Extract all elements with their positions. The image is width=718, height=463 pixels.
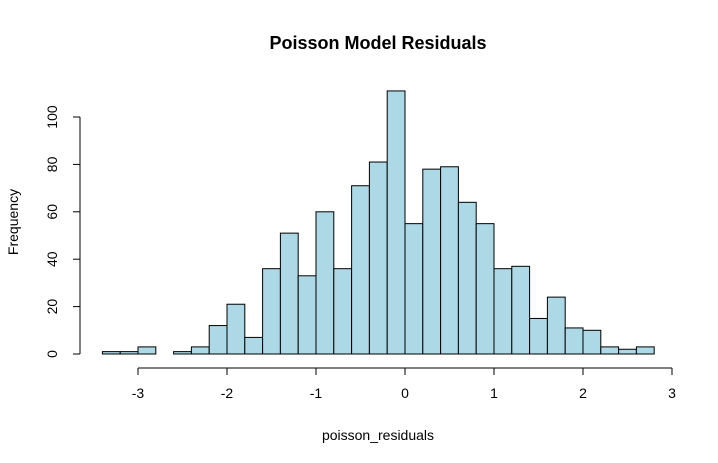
x-axis-label: poisson_residuals: [322, 427, 434, 443]
y-tick-label: 40: [44, 251, 60, 267]
histogram-bar: [226, 303, 246, 355]
bars-group: [101, 90, 655, 355]
histogram-bar: [173, 351, 192, 355]
chart-title: Poisson Model Residuals: [269, 33, 486, 53]
x-tick-label: 2: [579, 385, 587, 401]
y-tick-label: 20: [44, 299, 60, 315]
histogram-bar: [208, 325, 228, 355]
histogram-bar: [475, 223, 495, 355]
y-axis: 0 20 40 60 80 100: [44, 105, 81, 358]
histogram-bar: [618, 348, 637, 355]
x-axis: -3 -2 -1 0 1 2 3: [132, 367, 676, 401]
histogram-bar: [600, 346, 620, 355]
histogram-bar: [493, 268, 513, 355]
histogram-bar: [333, 268, 353, 355]
x-tick-label: -1: [310, 385, 323, 401]
y-tick-label: 100: [44, 105, 60, 129]
histogram-bar: [404, 223, 424, 355]
histogram-bar: [101, 351, 121, 355]
histogram-bar: [137, 346, 157, 355]
histogram-bar: [315, 211, 335, 355]
histogram-bar: [279, 232, 299, 355]
histogram-bar: [244, 336, 264, 355]
histogram-bar: [297, 275, 317, 355]
histogram-bar: [529, 317, 548, 355]
histogram-bar: [511, 265, 531, 355]
y-tick-label: 0: [44, 350, 60, 358]
x-tick-label: 3: [668, 385, 676, 401]
histogram-bar: [351, 185, 370, 355]
x-tick-label: 1: [490, 385, 498, 401]
histogram-bar: [386, 90, 406, 355]
histogram-bar: [119, 351, 139, 355]
histogram-bar: [457, 201, 477, 355]
histogram-bar: [635, 346, 655, 355]
y-tick-label: 60: [44, 204, 60, 220]
histogram-bar: [422, 168, 442, 355]
histogram-bar: [190, 346, 210, 355]
histogram-bar: [546, 296, 566, 355]
histogram-bar: [262, 268, 281, 355]
histogram-bar: [582, 329, 602, 355]
histogram-bar: [564, 327, 584, 355]
y-axis-label: Frequency: [5, 189, 21, 255]
histogram-bar: [440, 166, 459, 355]
x-tick-label: -2: [221, 385, 234, 401]
x-tick-label: -3: [132, 385, 145, 401]
y-tick-label: 80: [44, 156, 60, 172]
histogram-bar: [368, 161, 388, 355]
x-tick-label: 0: [401, 385, 409, 401]
